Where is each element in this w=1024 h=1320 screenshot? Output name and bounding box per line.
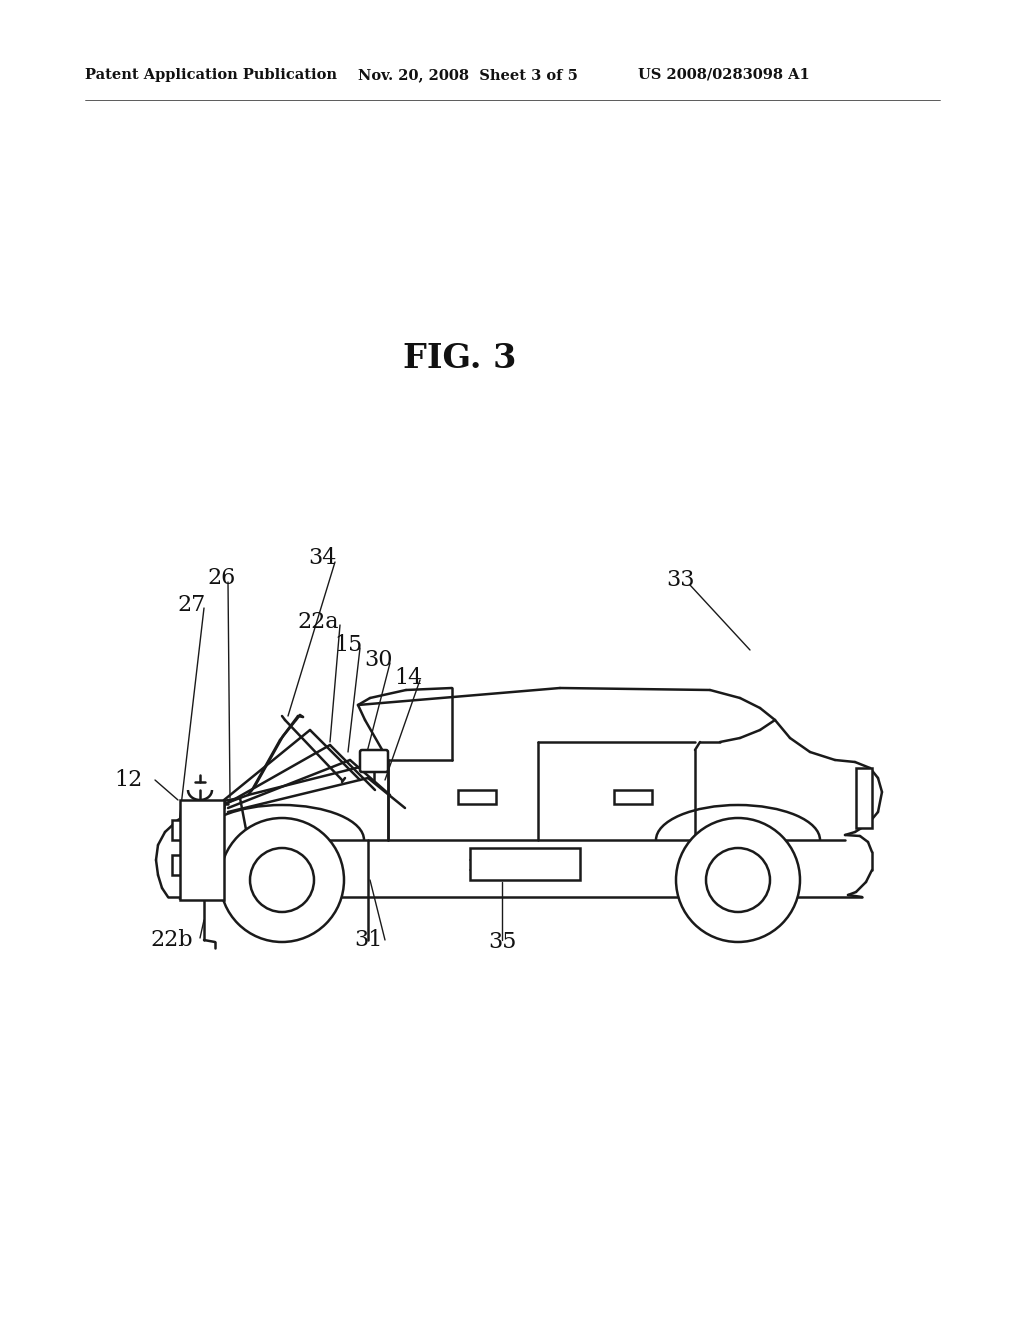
Text: 22a: 22a [297,611,339,634]
Text: 27: 27 [178,594,206,616]
Bar [470,847,580,880]
Text: 33: 33 [666,569,694,591]
Text: 12: 12 [114,770,142,791]
Circle shape [250,847,314,912]
Text: FIG. 3: FIG. 3 [403,342,517,375]
Text: Nov. 20, 2008  Sheet 3 of 5: Nov. 20, 2008 Sheet 3 of 5 [358,69,578,82]
Bar [458,789,496,804]
FancyBboxPatch shape [360,750,388,772]
Text: 30: 30 [364,649,392,671]
Text: 15: 15 [334,634,362,656]
Bar [856,768,872,828]
Circle shape [220,818,344,942]
Text: 22b: 22b [151,929,194,950]
Text: US 2008/0283098 A1: US 2008/0283098 A1 [638,69,810,82]
Text: Patent Application Publication: Patent Application Publication [85,69,337,82]
Bar [172,855,186,875]
Circle shape [676,818,800,942]
Text: 31: 31 [354,929,382,950]
Bar [614,789,652,804]
Text: 26: 26 [208,568,237,589]
Text: 14: 14 [394,667,422,689]
Text: 35: 35 [487,931,516,953]
Text: 34: 34 [308,546,336,569]
Bar [180,800,224,900]
Bar [172,820,186,840]
Circle shape [706,847,770,912]
